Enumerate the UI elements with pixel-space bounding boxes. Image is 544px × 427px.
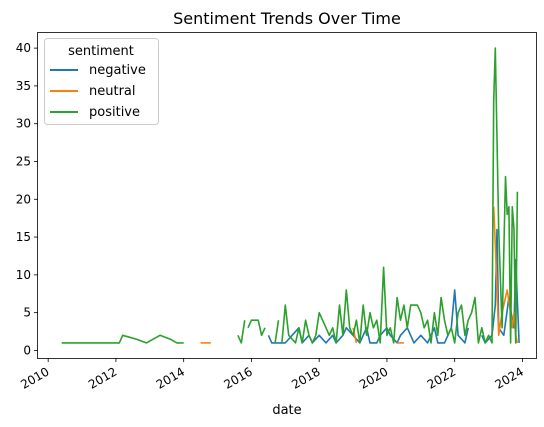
y-axis-ticks: 0 5 10 15 20 25 30 35 40: [16, 41, 38, 357]
series-line-positive: [238, 320, 245, 343]
y-tick-label: 40: [16, 41, 31, 55]
x-tick-label: 2010: [18, 364, 51, 391]
series-line-positive: [62, 335, 184, 343]
legend-label-negative: negative: [89, 63, 146, 78]
series-line-positive: [275, 320, 278, 343]
x-tick-label: 2020: [357, 364, 390, 391]
series-line-positive: [248, 320, 265, 335]
legend-label-positive: positive: [89, 105, 140, 120]
series-neutral: [201, 207, 518, 343]
x-tick-label: 2012: [86, 364, 119, 391]
x-axis-title: date: [272, 403, 301, 418]
y-tick-label: 5: [23, 306, 31, 320]
legend: sentiment negative neutral positive: [45, 39, 159, 125]
legend-label-neutral: neutral: [89, 84, 136, 99]
y-tick-label: 35: [16, 79, 31, 93]
series-negative: [268, 230, 519, 343]
x-tick-label: 2018: [289, 364, 322, 391]
y-tick-label: 15: [16, 230, 31, 244]
x-tick-label: 2016: [221, 364, 254, 391]
y-tick-label: 30: [16, 117, 31, 131]
x-axis-ticks: 2010 2012 2014 2016 2018 2020 2022 2024: [18, 358, 526, 392]
x-tick-label: 2014: [154, 364, 187, 391]
x-tick-label: 2022: [425, 364, 458, 391]
legend-title: sentiment: [68, 44, 134, 59]
series-line-positive: [282, 48, 518, 343]
y-tick-label: 10: [16, 268, 31, 282]
y-tick-label: 0: [23, 343, 31, 357]
chart-title: Sentiment Trends Over Time: [173, 9, 401, 28]
x-tick-label: 2024: [492, 364, 525, 391]
y-tick-label: 25: [16, 154, 31, 168]
y-tick-label: 20: [16, 192, 31, 206]
